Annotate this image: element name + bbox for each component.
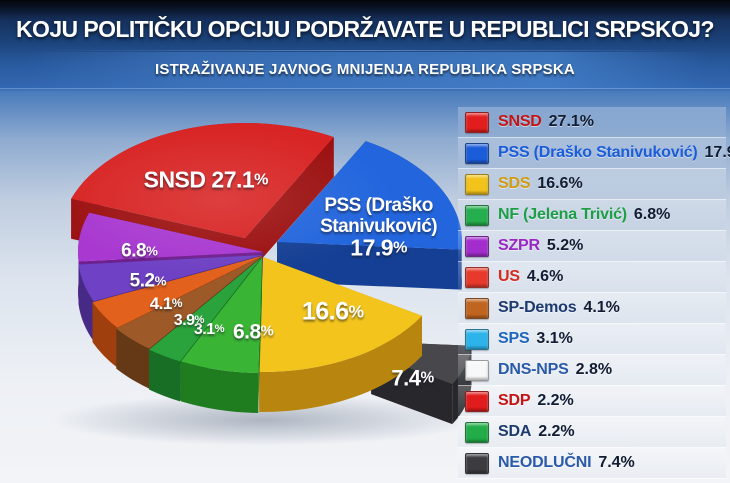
subtitle-banner: ISTRAŽIVANJE JAVNOG MNIJENJA REPUBLIKA S… [0,52,730,89]
legend-value: 3.1% [536,330,573,347]
subtitle: ISTRAŽIVANJE JAVNOG MNIJENJA REPUBLIKA S… [155,61,575,78]
legend-item: PSS (Draško Stanivuković) 17.9% [458,138,730,169]
legend-value: 4.6% [526,268,564,285]
legend-party-name: SZPR [498,237,540,254]
legend-value: 4.1% [583,299,620,316]
legend-swatch [465,328,489,350]
legend-item: SDP 2.2% [458,386,726,417]
legend-party-name: NF (Jelena Trivić) [498,206,627,223]
pie-slice-label: 5.2% [130,270,167,291]
pie-slice-label: 3.9% [174,312,205,329]
legend-swatch [465,359,489,381]
legend-value: 2.2% [537,392,574,409]
legend-value: 2.8% [575,361,613,378]
legend-party-name: SDS [498,175,531,192]
legend-swatch [465,266,489,288]
legend-value: 17.9% [704,144,730,161]
title-divider [40,50,690,51]
pie-slice-label: Stanivuković) [320,216,437,237]
pie-slice-label: 6.8% [121,240,158,261]
legend: SNSD 27.1% PSS (Draško Stanivuković) 17.… [458,107,730,479]
pie-slice [259,257,422,413]
legend-value: 16.6% [537,175,583,192]
pie-slice-label: PSS (Draško [324,195,433,216]
legend-party-name: NEODLUČNI [498,454,592,471]
legend-party-name: SNSD [498,113,542,130]
legend-item: SNSD 27.1% [458,107,726,138]
legend-swatch [465,297,489,319]
legend-swatch [465,452,489,474]
legend-value: 6.8% [633,206,671,223]
legend-value: 2.2% [538,423,575,440]
legend-party-name: US [498,268,520,285]
pie-highlight [43,125,393,275]
legend-party-name: PSS (Draško Stanivuković) [498,144,698,161]
legend-item: SDA 2.2% [458,417,726,448]
legend-value: 5.2% [546,237,584,254]
legend-item: SP-Demos 4.1% [458,293,726,324]
legend-value: 27.1% [548,113,595,130]
legend-item: SPS 3.1% [458,324,726,355]
legend-item: NEODLUČNI 7.4% [458,448,726,479]
chart-area: SNSD 27.1% PSS (Draško Stanivuković) 17.9% 7… [28,90,478,462]
pie-slice-label: 7.4% [391,365,434,390]
legend-swatch [465,390,489,412]
pie-slice [181,258,262,413]
pie-slice-label: 4.1% [150,293,183,312]
legend-item: DNS-NPS 2.8% [458,355,726,386]
legend-swatch [465,111,489,133]
legend-item: SDS 16.6% [458,169,726,200]
pie-slice-label: 17.9% [350,235,407,261]
legend-swatch [465,421,489,443]
legend-party-name: SP-Demos [498,299,577,316]
legend-party-name: SDP [498,392,531,409]
pie-slice-label: SNSD 27.1% [144,166,269,192]
legend-item: SZPR 5.2% [458,231,726,262]
legend-swatch [465,204,489,226]
legend-value: 7.4% [598,454,635,471]
legend-party-name: DNS-NPS [498,361,569,378]
legend-item: NF (Jelena Trivić) 6.8% [458,200,726,231]
pie-slice-label: 3.1% [194,320,225,337]
pie-slice-label: 16.6% [302,297,365,325]
legend-item: US 4.6% [458,262,726,293]
legend-party-name: SDA [498,423,532,440]
legend-swatch [465,142,489,164]
legend-party-name: SPS [498,330,530,347]
pie-floor-shadow [51,394,475,446]
page-title: KOJU POLITIČKU OPCIJU PODRŽAVATE U REPUB… [16,16,714,42]
legend-swatch [465,173,489,195]
legend-swatch [465,235,489,257]
pie-slice-label: 6.8% [233,320,274,343]
